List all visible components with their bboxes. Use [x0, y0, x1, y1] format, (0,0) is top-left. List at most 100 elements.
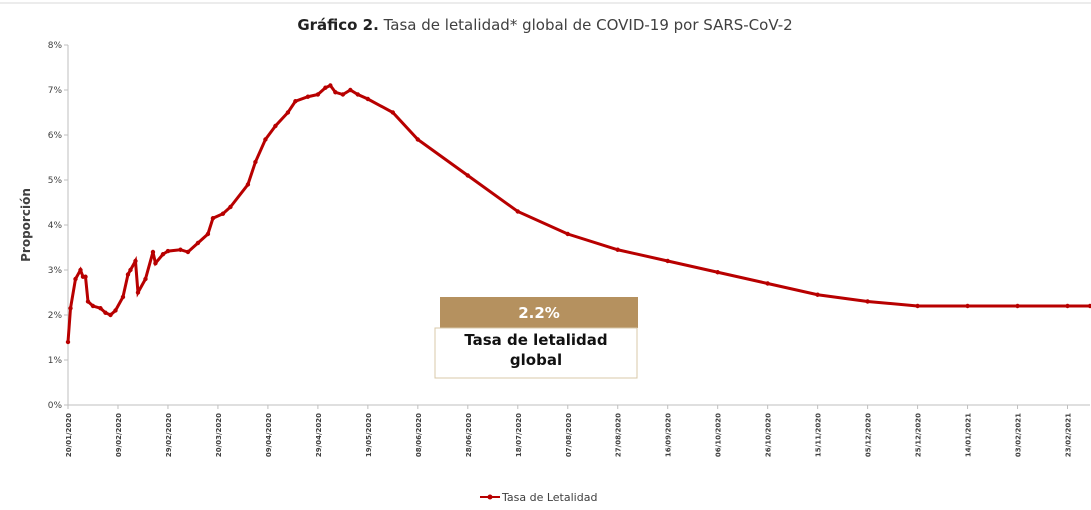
point: [315, 92, 321, 97]
point: [78, 267, 83, 273]
point: [765, 281, 770, 286]
x-tick-label: 20/03/2020: [215, 413, 223, 457]
point: [73, 276, 78, 282]
point: [323, 85, 328, 90]
point: [120, 294, 126, 300]
point: [390, 110, 396, 115]
x-tick-label: 14/01/2021: [965, 413, 973, 457]
point: [90, 303, 96, 309]
title-text: Tasa de letalidad* global de COVID-19 po…: [383, 16, 793, 34]
point: [365, 96, 371, 102]
y-tick-label: 0%: [48, 401, 63, 411]
annotation-box: [434, 327, 638, 379]
point: [865, 299, 870, 304]
y-tick-label: 6%: [48, 131, 63, 141]
legend-marker: [487, 494, 493, 500]
x-tick-label: 19/05/2020: [365, 413, 373, 457]
point: [715, 270, 720, 275]
x-tick-label: 29/04/2020: [315, 413, 323, 457]
point: [108, 312, 113, 318]
x-tick-label: 20/01/2020: [65, 413, 73, 457]
title-bold: Gráfico 2.: [297, 16, 379, 34]
point: [305, 94, 311, 99]
x-tick-label: 08/06/2020: [415, 413, 423, 457]
y-tick-label: 2%: [48, 311, 63, 321]
x-tick-label: 05/12/2020: [865, 413, 873, 457]
x-tick-label: 09/04/2020: [265, 413, 273, 457]
point: [333, 90, 338, 95]
point: [103, 310, 108, 315]
point: [415, 137, 421, 142]
point: [220, 211, 226, 216]
point: [348, 87, 353, 93]
y-tick-label: 4%: [48, 221, 63, 231]
point: [253, 159, 258, 165]
x-tick-label: 18/07/2020: [515, 413, 523, 457]
x-tick-label: 07/08/2020: [565, 413, 573, 457]
point: [328, 83, 333, 88]
x-tick-label: 06/10/2020: [715, 413, 723, 457]
point: [65, 339, 71, 345]
point: [293, 99, 298, 104]
x-tick-label: 29/02/2020: [165, 413, 173, 457]
point: [340, 92, 346, 97]
legend-label: Tasa de Letalidad: [501, 491, 597, 504]
point: [1065, 303, 1070, 309]
point: [160, 252, 166, 257]
x-tick-label: 23/02/2021: [1065, 413, 1073, 457]
point: [210, 216, 216, 221]
point: [228, 204, 233, 210]
x-tick-label: 09/02/2020: [115, 413, 123, 457]
y-tick-label: 5%: [48, 176, 63, 186]
x-tick-label: 15/11/2020: [815, 413, 823, 457]
point: [185, 249, 191, 255]
x-tick-label: 16/09/2020: [665, 413, 673, 457]
point: [515, 209, 520, 214]
point: [135, 290, 141, 295]
point: [665, 258, 670, 264]
point: [83, 274, 88, 279]
annotation-text: Tasa de letalidad global: [464, 331, 608, 369]
x-tick-label: 25/12/2020: [915, 413, 923, 457]
point: [615, 247, 620, 252]
point: [85, 299, 91, 304]
point: [285, 110, 291, 115]
point: [178, 247, 183, 252]
point: [355, 92, 361, 97]
x-tick-label: 26/10/2020: [765, 413, 773, 457]
point: [113, 308, 118, 313]
y-tick-label: 8%: [48, 41, 63, 51]
y-tick-label: 3%: [48, 266, 63, 276]
y-tick-label: 7%: [48, 86, 63, 96]
annotation-holder: Tasa de letalidad global: [464, 331, 608, 369]
point: [273, 123, 278, 129]
point: [815, 292, 820, 297]
point: [205, 231, 211, 237]
point: [565, 231, 570, 237]
chart-title: Gráfico 2. Tasa de letalidad* global de …: [297, 16, 792, 34]
point: [133, 258, 138, 264]
x-tick-label: 27/08/2020: [615, 413, 623, 457]
point: [150, 249, 156, 255]
point: [165, 248, 171, 254]
point: [143, 276, 148, 282]
annotation-value: 2.2%: [518, 304, 560, 322]
point: [128, 267, 133, 273]
point: [195, 240, 201, 246]
x-tick-label: 28/06/2020: [465, 413, 473, 457]
y-axis-label: Proporción: [19, 188, 33, 262]
point: [263, 137, 268, 142]
point: [245, 182, 251, 187]
point: [68, 306, 73, 311]
point: [125, 272, 131, 277]
point: [965, 303, 970, 309]
y-tick-label: 1%: [48, 356, 63, 366]
point: [1015, 303, 1020, 309]
point: [153, 261, 158, 266]
annotation-band: [440, 297, 638, 328]
point: [465, 173, 471, 178]
x-tick-label: 03/02/2021: [1015, 413, 1023, 457]
point: [1087, 303, 1091, 309]
point: [98, 306, 103, 311]
